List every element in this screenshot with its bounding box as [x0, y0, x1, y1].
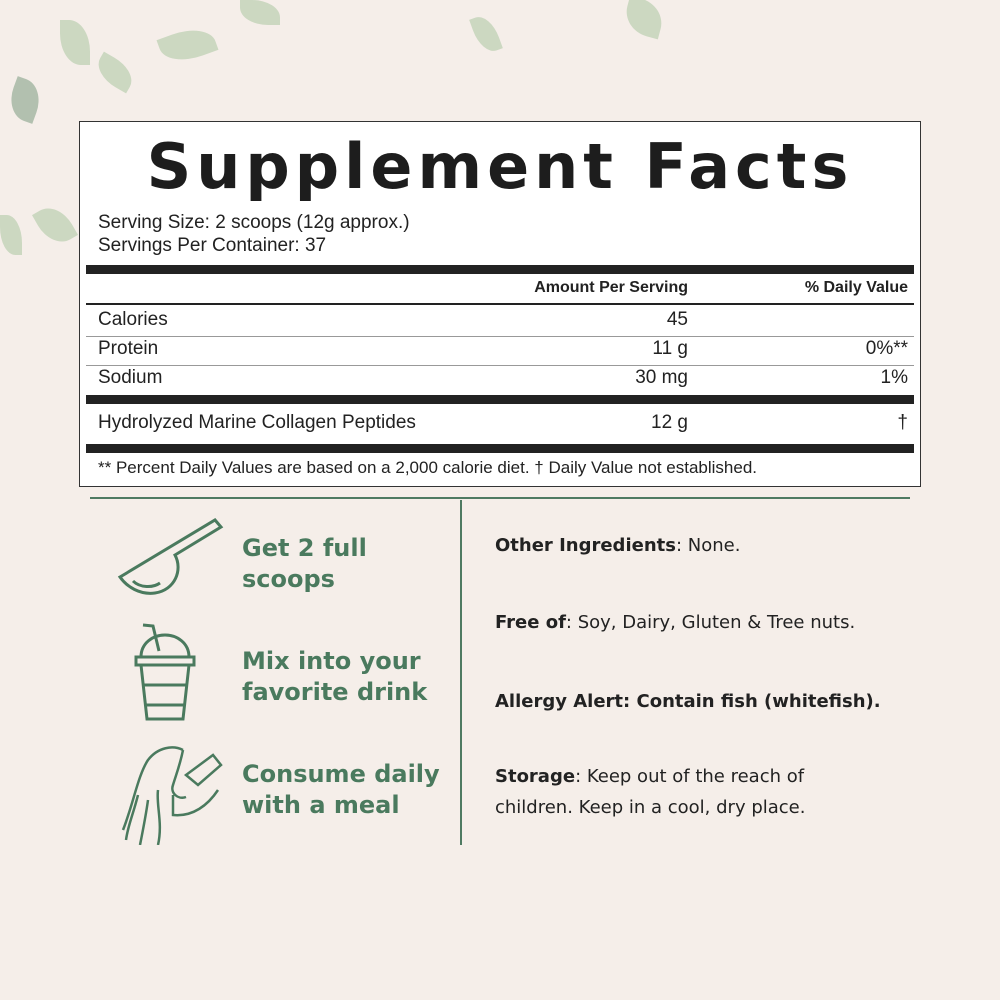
table-row: Calories 45	[98, 309, 908, 335]
label: Free of	[495, 612, 566, 633]
storage: Storage: Keep out of the reach of childr…	[495, 761, 855, 823]
header-daily-value: % Daily Value	[804, 279, 908, 296]
servings-per-container: Servings Per Container: 37	[98, 235, 327, 256]
nutrient-amount: 45	[666, 309, 688, 330]
free-of: Free of: Soy, Dairy, Gluten & Tree nuts.	[495, 607, 925, 638]
serving-size: Serving Size: 2 scoops (12g approx.)	[98, 212, 410, 233]
allergy-text: Allergy Alert: Contain fish (whitefish).	[495, 691, 881, 712]
step-text: scoops	[242, 565, 335, 593]
ingredient-amount: 12 g	[651, 412, 688, 433]
ingredient-dv: †	[897, 412, 908, 433]
table-row: Sodium 30 mg 1%	[98, 367, 908, 393]
divider-thick	[86, 395, 914, 404]
step-text: Consume daily	[242, 760, 440, 788]
nutrient-amount: 11 g	[652, 338, 688, 359]
panel-title: Supplement Facts	[146, 130, 854, 203]
value: : Soy, Dairy, Gluten & Tree nuts.	[565, 612, 856, 633]
nutrient-name: Calories	[98, 309, 168, 330]
header-amount: Amount Per Serving	[534, 279, 688, 296]
woman-drinking-icon	[121, 746, 223, 845]
value: : Keep out of the reach of children. Kee…	[495, 766, 806, 818]
step-text: Get 2 full	[242, 534, 367, 562]
label: Storage	[495, 766, 576, 787]
drink-cup-icon	[134, 623, 196, 721]
divider	[86, 365, 914, 366]
footnote: ** Percent Daily Values are based on a 2…	[98, 458, 757, 477]
nutrient-amount: 30 mg	[635, 367, 688, 388]
step-text: with a meal	[242, 791, 400, 819]
column-divider	[460, 500, 462, 845]
divider	[86, 336, 914, 337]
step-text: favorite drink	[242, 678, 428, 706]
supplement-facts-panel: Supplement Facts Serving Size: 2 scoops …	[79, 121, 921, 487]
nutrient-dv: 0%**	[865, 338, 908, 359]
step-text: Mix into your	[242, 647, 421, 675]
column-headers: Amount Per Serving % Daily Value	[98, 279, 908, 305]
nutrient-name: Protein	[98, 338, 159, 359]
nutrient-dv: 1%	[880, 367, 908, 388]
label: Other Ingredients	[495, 535, 676, 556]
step-scoops: Get 2 full scoops	[242, 533, 367, 595]
step-mix: Mix into your favorite drink	[242, 646, 427, 708]
step-consume: Consume daily with a meal	[242, 759, 440, 821]
scoop-icon	[117, 518, 224, 595]
table-row: Hydrolyzed Marine Collagen Peptides 12 g…	[98, 412, 908, 438]
nutrient-name: Sodium	[98, 367, 163, 388]
section-divider	[90, 497, 910, 499]
divider-thick	[86, 265, 914, 274]
value: : None.	[675, 535, 741, 556]
allergy-alert: Allergy Alert: Contain fish (whitefish).	[495, 686, 925, 717]
other-ingredients: Other Ingredients: None.	[495, 530, 925, 561]
divider	[86, 303, 914, 305]
ingredient-name: Hydrolyzed Marine Collagen Peptides	[98, 412, 416, 433]
table-row: Protein 11 g 0%**	[98, 338, 908, 364]
divider-thick	[86, 444, 914, 453]
